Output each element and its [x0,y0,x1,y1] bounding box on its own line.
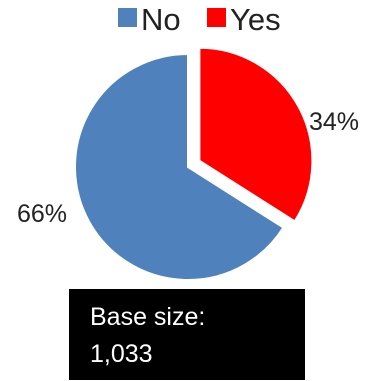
legend: No Yes [118,2,281,37]
pie-slice-yes [198,46,314,223]
data-label-yes: 34% [309,108,359,136]
base-size-label: Base size: [90,303,206,331]
legend-label-yes: Yes [230,2,281,37]
legend-swatch-yes [207,8,226,27]
pie-slices [74,46,314,281]
data-label-no: 66% [17,200,67,228]
legend-label-no: No [141,2,181,37]
base-size-value: 1,033 [90,340,153,368]
legend-swatch-no [118,8,137,27]
base-size-box: Base size: 1,033 [69,289,305,380]
pie-labels: 66% 34% [17,108,359,228]
pie-slice-no [74,52,285,281]
